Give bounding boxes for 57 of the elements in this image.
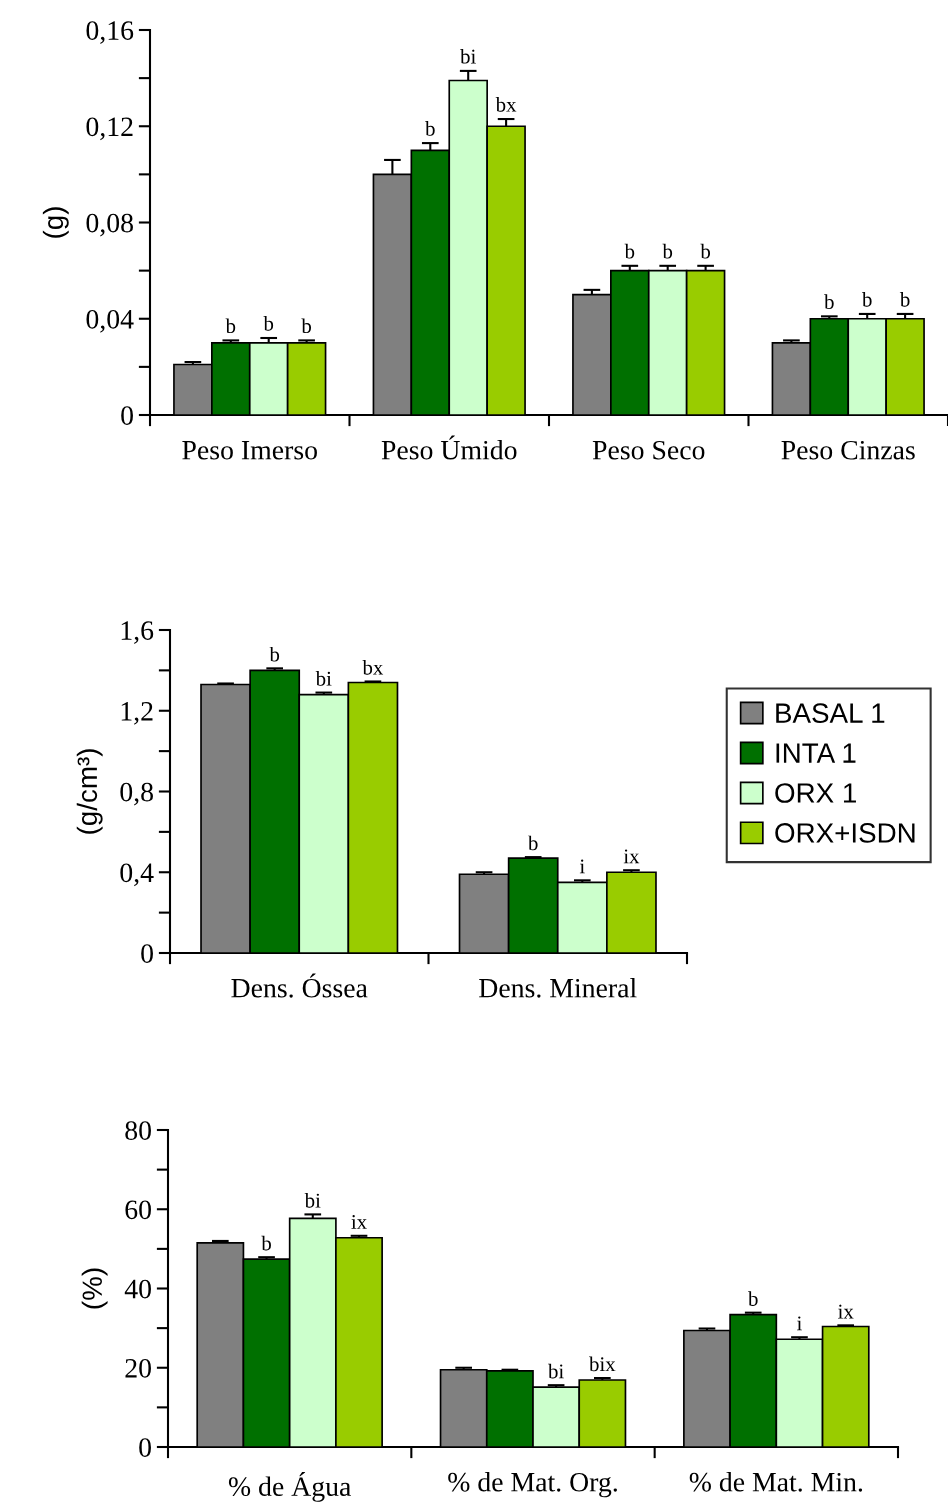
y-tick-label: 40	[124, 1279, 151, 1299]
data-label: b	[700, 243, 711, 259]
y-tick-label: 0	[121, 406, 133, 425]
data-label: i	[579, 859, 585, 874]
data-label: ix	[623, 849, 640, 864]
x-tick-label: % de Mat. Min.	[689, 1472, 863, 1492]
data-label: b	[527, 835, 538, 851]
legend-label: ORX 1	[775, 783, 856, 803]
x-tick-label: Peso Cinzas	[781, 440, 915, 460]
y-tick-label: 60	[125, 1200, 151, 1220]
data-label: bix	[589, 1356, 616, 1372]
y-axis-title: (g/cm³)	[76, 749, 103, 834]
y-tick-label: 0,08	[86, 213, 133, 237]
y-tick-label: 0,16	[86, 21, 134, 44]
y-tick-label: 80	[125, 1121, 151, 1140]
x-tick-label: Peso Úmido	[381, 435, 517, 460]
data-label: i	[796, 1316, 802, 1331]
data-label: b	[425, 121, 435, 136]
data-label: bi	[548, 1363, 564, 1379]
x-tick-label: Dens. Mineral	[479, 978, 637, 998]
x-tick-label: Dens. Óssea	[231, 973, 368, 998]
y-tick-label: 0	[139, 1438, 151, 1457]
y-axis-title: (%)	[81, 1268, 108, 1309]
data-label: bi	[315, 671, 332, 686]
data-label: bi	[460, 48, 476, 64]
data-label: b	[301, 318, 312, 334]
x-tick-label: Peso Seco	[592, 440, 705, 460]
data-label: b	[269, 646, 280, 662]
y-tick-label: 0,8	[120, 782, 153, 806]
y-tick-label: 0,04	[86, 309, 134, 333]
x-tick-label: % de Água	[228, 1472, 351, 1502]
data-label: ix	[838, 1304, 854, 1319]
legend-label: BASAL 1	[776, 703, 885, 723]
data-label: b	[748, 1291, 758, 1306]
x-tick-label: % de Mat. Org.	[448, 1472, 617, 1498]
legend-label: INTA 1	[776, 743, 856, 763]
data-label: ix	[351, 1215, 367, 1229]
data-label: b	[263, 316, 274, 331]
data-label: b	[824, 294, 834, 310]
data-label: b	[899, 291, 910, 307]
legend-label: ORX+ISDN	[775, 823, 915, 843]
y-tick-label: 0,12	[86, 117, 133, 141]
x-tick-label: Peso Imerso	[182, 441, 317, 460]
y-tick-label: 1,6	[121, 621, 154, 644]
y-tick-label: 0,4	[120, 863, 154, 887]
y-axis-title: (g)	[42, 207, 69, 238]
y-tick-label: 1,2	[121, 701, 153, 725]
data-label: bi	[304, 1192, 321, 1208]
data-label: b	[261, 1235, 271, 1251]
y-tick-label: 20	[125, 1358, 151, 1378]
data-label: b	[624, 243, 635, 259]
data-label: bx	[495, 97, 517, 112]
data-label: bx	[362, 660, 384, 675]
y-tick-label: 0	[141, 944, 153, 963]
data-label: b	[662, 243, 673, 259]
data-label: b	[225, 318, 236, 334]
data-label: b	[861, 291, 872, 307]
